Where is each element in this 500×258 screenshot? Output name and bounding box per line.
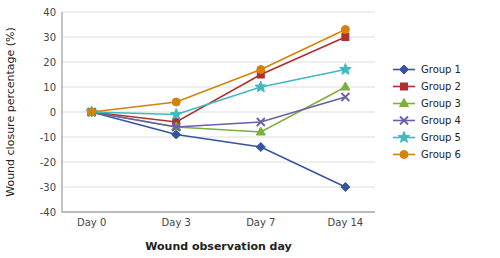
x-tick-label: Day 7 (246, 217, 275, 228)
y-axis-label: Wound closure percentage (%) (4, 27, 17, 197)
data-point (257, 118, 265, 126)
y-tick-label: -30 (40, 182, 56, 193)
chart: -40 -30 -20 -10 0 10 20 30 40 Day 0 Day 3 Day 7 Day … (0, 0, 500, 258)
grid (62, 12, 375, 212)
legend-label: Group 5 (421, 132, 461, 143)
y-tick-label: 0 (50, 107, 56, 118)
data-point (341, 26, 349, 34)
y-tick-label: -40 (40, 207, 56, 218)
y-tick-label: 10 (43, 82, 56, 93)
legend-marker (400, 65, 409, 74)
legend-label: Group 4 (421, 115, 461, 126)
legend-marker (401, 83, 408, 90)
data-point (172, 123, 180, 131)
legend-label: Group 3 (421, 98, 461, 109)
data-point (171, 109, 182, 120)
y-tick-label: -20 (40, 157, 56, 168)
plot-data (86, 26, 351, 192)
y-tick-label: 40 (43, 7, 56, 18)
data-point (172, 98, 180, 106)
series-line (92, 87, 346, 132)
legend: Group 1 Group 2 Group 3 Group 4 Group 5 Group… (393, 64, 461, 160)
data-point (341, 183, 350, 192)
series-line (92, 37, 346, 122)
legend-marker (398, 132, 409, 143)
y-tick-label: 20 (43, 57, 56, 68)
data-point (257, 66, 265, 74)
data-point (87, 108, 96, 117)
legend-label: Group 2 (421, 81, 461, 92)
y-tick-label: -10 (40, 132, 56, 143)
grid-line (62, 212, 375, 213)
data-point (88, 109, 95, 116)
data-point (342, 34, 349, 41)
data-point (341, 82, 350, 90)
legend-marker (400, 117, 408, 125)
x-tick-label: Day 14 (328, 217, 364, 228)
y-tick-label: 30 (43, 32, 56, 43)
data-point (87, 107, 96, 115)
x-axis-line (62, 212, 375, 213)
x-tick-label: Day 3 (162, 217, 191, 228)
data-point (340, 64, 351, 75)
data-point (86, 106, 97, 117)
data-point (256, 127, 265, 135)
grid-line (62, 87, 375, 88)
data-point (256, 143, 265, 152)
data-point (88, 108, 96, 116)
x-tick-label: Day 0 (77, 217, 106, 228)
data-point (88, 108, 96, 116)
legend-label: Group 1 (421, 64, 461, 75)
legend-marker (400, 99, 409, 107)
grid-line (62, 162, 375, 163)
data-point (255, 81, 266, 92)
grid-line (62, 137, 375, 138)
x-axis-label: Wound observation day (145, 240, 292, 253)
grid-line (62, 187, 375, 188)
legend-marker (400, 151, 408, 159)
grid-line (62, 62, 375, 63)
grid-line (62, 12, 375, 13)
series-line (92, 30, 346, 113)
data-point (341, 93, 349, 101)
legend-label: Group 6 (421, 149, 461, 160)
series-line (92, 112, 346, 187)
y-axis-line (62, 12, 63, 212)
chart-container: -40 -30 -20 -10 0 10 20 30 40 Day 0 Day 3 Day 7 Day … (0, 0, 500, 258)
